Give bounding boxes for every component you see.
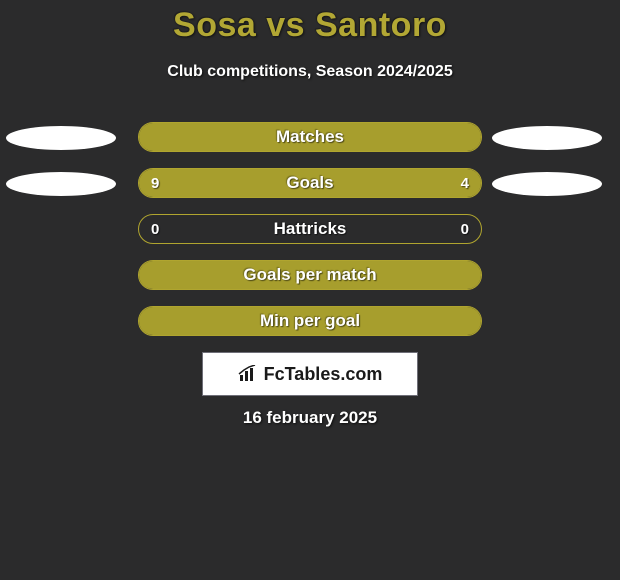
comparison-canvas: Sosa vs Santoro Club competitions, Seaso… [0, 0, 620, 580]
stat-row: Matches [0, 122, 620, 154]
fctables-logo: FcTables.com [202, 352, 418, 396]
player-right-marker [492, 172, 602, 196]
stat-bar: Goals9 4 [138, 168, 482, 198]
stat-label: Goals per match [139, 265, 481, 285]
stat-rows: Matches Goals9 4 Hattricks0 0 Goals per match… [0, 122, 620, 352]
stat-bar: Goals per match [138, 260, 482, 290]
stat-label: Hattricks [139, 219, 481, 239]
stat-bar: Hattricks0 0 [138, 214, 482, 244]
stat-value-right: 4 [461, 175, 469, 192]
stat-value-left: 9 [151, 175, 159, 192]
player-left-marker [6, 172, 116, 196]
logo-text: FcTables.com [264, 364, 383, 385]
date-text: 16 february 2025 [0, 408, 620, 428]
page-title: Sosa vs Santoro [0, 0, 620, 45]
stat-row: Goals9 4 [0, 168, 620, 200]
stat-label: Min per goal [139, 311, 481, 331]
player-left-marker [6, 126, 116, 150]
stat-bar: Min per goal [138, 306, 482, 336]
stat-bar: Matches [138, 122, 482, 152]
stat-row: Min per goal [0, 306, 620, 338]
stat-value-left: 0 [151, 221, 159, 238]
bar-chart-icon [238, 365, 260, 383]
stat-label: Matches [139, 127, 481, 147]
stat-row: Goals per match [0, 260, 620, 292]
player-right-marker [492, 126, 602, 150]
stat-label: Goals [139, 173, 481, 193]
stat-row: Hattricks0 0 [0, 214, 620, 246]
page-subtitle: Club competitions, Season 2024/2025 [0, 63, 620, 81]
stat-value-right: 0 [461, 221, 469, 238]
